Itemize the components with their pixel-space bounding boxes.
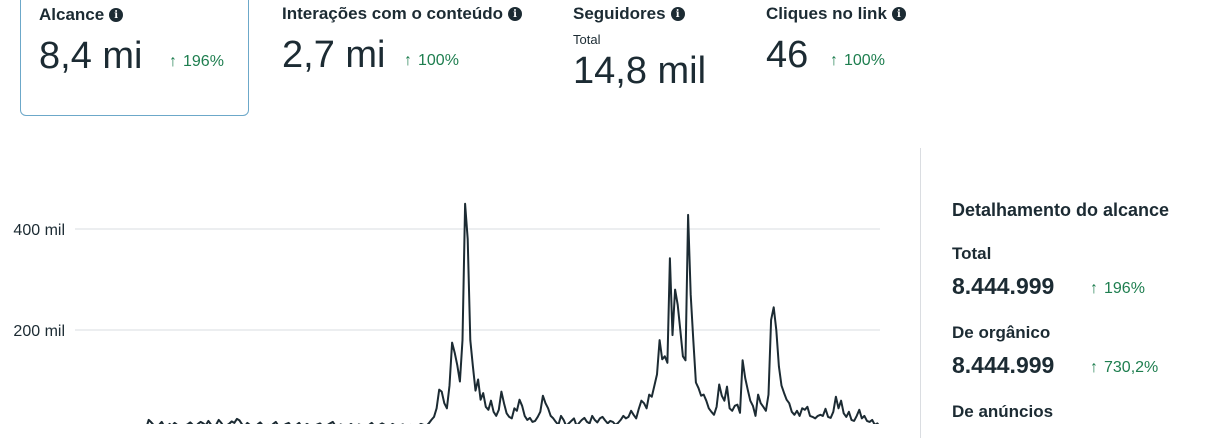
metric-delta: ↑ 100% [404,52,459,70]
metric-card-seguidores[interactable]: Seguidores i Total 14,8 mil [573,0,743,116]
panel-divider [920,148,921,438]
breakdown-delta-organic: ↑ 730,2% [1090,359,1158,377]
arrow-up-icon: ↑ [1090,359,1098,376]
breakdown-title: Detalhamento do alcance [952,200,1170,220]
y-axis-ticks: 400 mil 200 mil [13,222,65,340]
info-icon[interactable]: i [891,7,906,21]
metric-title: Alcance i [39,5,124,25]
breakdown-label-total: Total [952,244,992,263]
chart-grid [75,228,880,331]
metric-delta: ↑ 100% [830,52,885,70]
reach-line-chart[interactable]: 400 mil 200 mil [0,150,900,424]
breakdown-value-total: 8.444.999 [952,273,1055,299]
breakdown-value-organic: 8.444.999 [952,352,1055,378]
metric-title: Cliques no link i [766,4,906,24]
info-icon[interactable]: i [508,7,523,21]
breakdown-delta-value: 196% [1104,280,1145,297]
metric-value: 46 [766,34,809,76]
arrow-up-icon: ↑ [1090,280,1098,297]
metric-subtitle: Total [573,32,601,47]
metric-card-interacoes[interactable]: Interações com o conteúdo i 2,7 mi ↑ 100… [282,0,562,116]
y-tick-label: 200 mil [13,323,65,340]
arrow-up-icon: ↑ [169,53,177,70]
arrow-up-icon: ↑ [404,52,412,69]
metric-delta-value: 196% [183,53,224,70]
metric-delta-value: 100% [844,52,885,69]
breakdown-delta-value: 730,2% [1104,359,1159,376]
metric-title: Seguidores i [573,4,685,24]
metric-value: 8,4 mi [39,35,143,77]
chart-series-line[interactable] [115,202,880,424]
breakdown-label-ads: De anúncios [952,402,1054,421]
breakdown-label-organic: De orgânico [952,323,1051,342]
metric-delta: ↑ 196% [169,53,224,71]
info-icon[interactable]: i [109,8,124,22]
metric-value: 14,8 mil [573,50,707,92]
info-icon[interactable]: i [670,7,685,21]
y-tick-label: 400 mil [13,222,65,239]
metric-card-alcance[interactable]: Alcance i 8,4 mi ↑ 196% [20,0,249,116]
metric-card-cliques[interactable]: Cliques no link i 46 ↑ 100% [766,0,926,116]
metric-value: 2,7 mi [282,34,386,76]
arrow-up-icon: ↑ [830,52,838,69]
metric-delta-value: 100% [418,52,459,69]
breakdown-delta-total: ↑ 196% [1090,280,1145,298]
metric-title: Interações com o conteúdo i [282,4,523,24]
